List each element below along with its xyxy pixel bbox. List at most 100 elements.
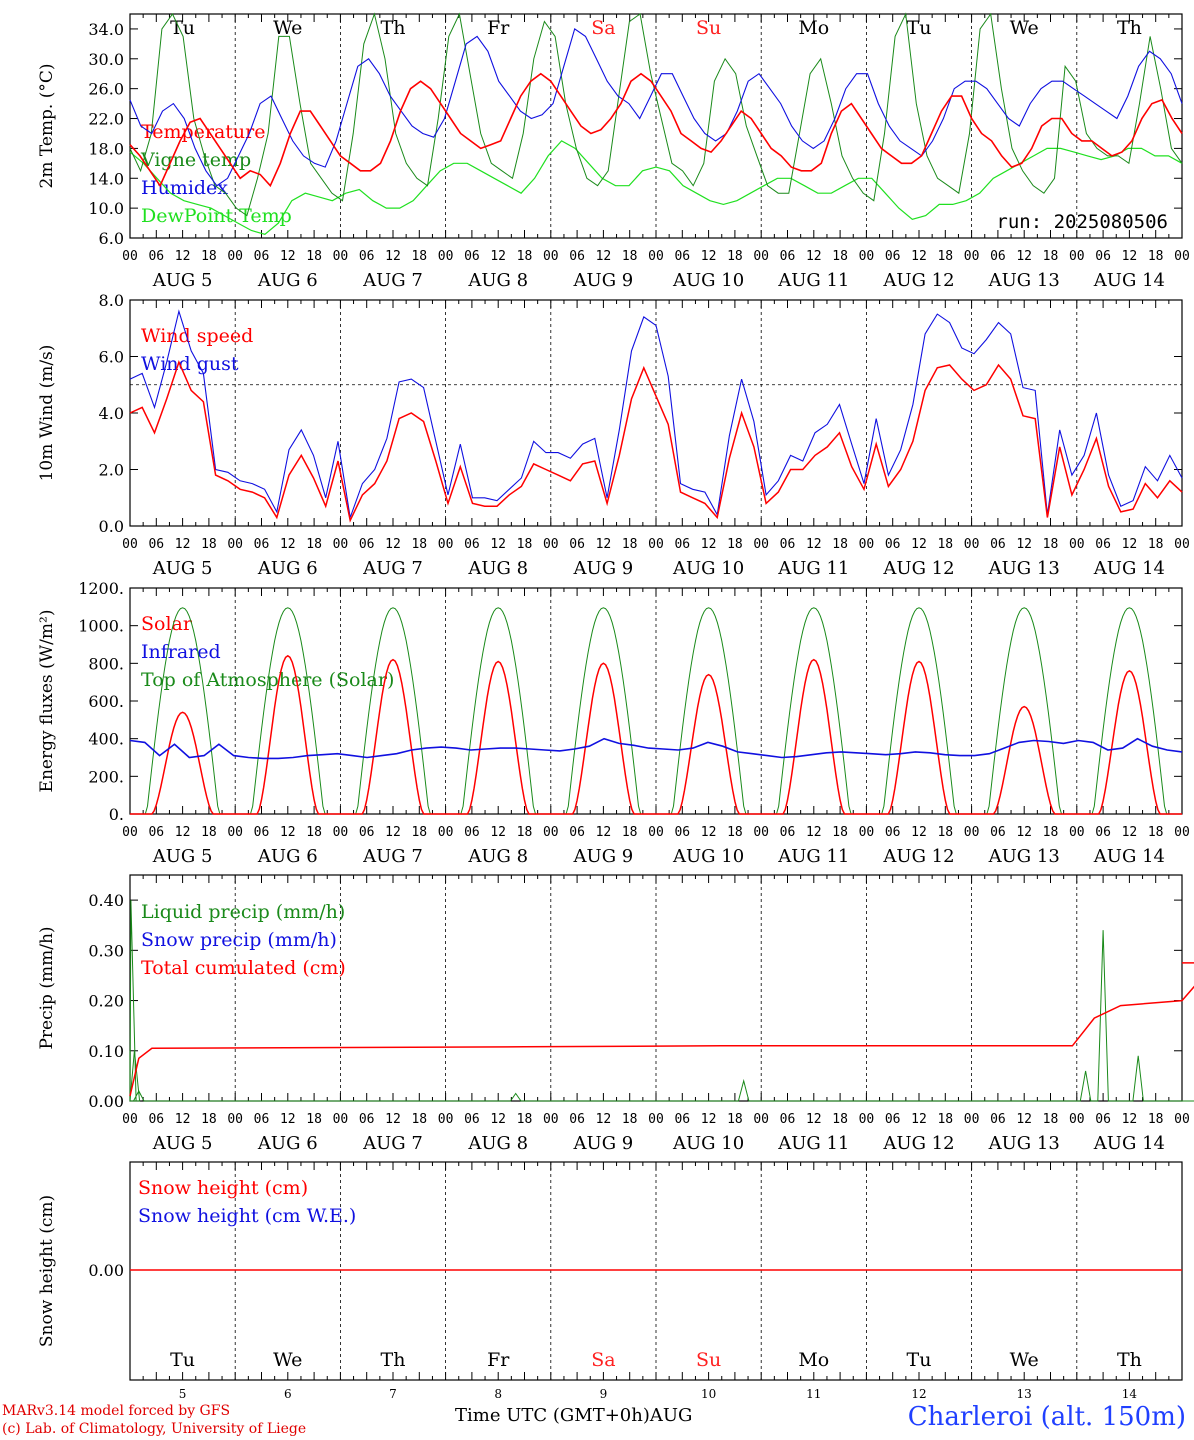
hour-label: 18 <box>937 249 953 264</box>
y-axis-label: 10m Wind (m/s) <box>37 345 57 482</box>
date-label: AUG 5 <box>152 846 213 867</box>
hour-label: 06 <box>1095 1112 1111 1127</box>
date-label: AUG 9 <box>573 846 634 867</box>
date-label: AUG 13 <box>988 846 1060 867</box>
hour-label: 12 <box>490 825 506 840</box>
hour-label: 18 <box>1148 537 1164 552</box>
hour-label: 00 <box>753 249 769 264</box>
hour-label: 06 <box>674 249 690 264</box>
y-tick-label: 200. <box>88 767 124 786</box>
hour-label: 06 <box>1095 537 1111 552</box>
hour-label: 12 <box>701 1112 717 1127</box>
date-label: AUG 11 <box>777 270 849 291</box>
solar-line <box>130 654 1182 815</box>
weekday-label: Th <box>381 17 406 39</box>
date-label: AUG 6 <box>257 1133 318 1154</box>
hour-label: 18 <box>937 537 953 552</box>
hour-label: 06 <box>254 537 270 552</box>
hour-label: 06 <box>148 825 164 840</box>
date-label: AUG 13 <box>988 270 1060 291</box>
legend-entry: Temperature <box>141 121 265 143</box>
hour-label: 12 <box>596 825 612 840</box>
hour-label: 18 <box>201 1112 217 1127</box>
hour-label: 18 <box>832 537 848 552</box>
weekday-label-bottom: Tu <box>170 1349 195 1371</box>
hour-label: 00 <box>1069 249 1085 264</box>
legend-entry: Wind gust <box>141 353 239 375</box>
hour-label: 12 <box>1016 825 1032 840</box>
hour-label: 12 <box>175 1112 191 1127</box>
date-label: AUG 8 <box>467 1133 528 1154</box>
hour-label: 06 <box>148 1112 164 1127</box>
hour-label: 18 <box>306 537 322 552</box>
hour-label: 00 <box>859 825 875 840</box>
hour-label: 00 <box>333 249 349 264</box>
hour-label: 06 <box>359 249 375 264</box>
date-label: AUG 13 <box>988 558 1060 579</box>
hour-label: 12 <box>490 537 506 552</box>
hour-label: 18 <box>1043 1112 1059 1127</box>
vigne-temp-line <box>129 12 1183 217</box>
hour-label: 00 <box>543 825 559 840</box>
hour-label: 18 <box>727 537 743 552</box>
hour-label: 18 <box>517 825 533 840</box>
hour-label: 00 <box>333 825 349 840</box>
hour-label: 06 <box>359 537 375 552</box>
hour-label: 00 <box>227 825 243 840</box>
y-tick-label: 10.0 <box>88 199 124 218</box>
hour-label: 12 <box>701 249 717 264</box>
y-tick-label: 2.0 <box>99 461 124 480</box>
legend-entry: Solar <box>141 613 193 635</box>
hour-label: 18 <box>727 249 743 264</box>
hour-label: 12 <box>280 537 296 552</box>
date-label: AUG 7 <box>362 846 423 867</box>
hour-label: 06 <box>254 825 270 840</box>
hour-label: 18 <box>832 825 848 840</box>
hour-label: 06 <box>885 1112 901 1127</box>
hour-label: 18 <box>411 249 427 264</box>
y-tick-label: 0.0 <box>99 517 124 536</box>
hour-label: 12 <box>175 537 191 552</box>
hour-label: 06 <box>569 1112 585 1127</box>
hour-label: 06 <box>885 249 901 264</box>
date-label: AUG 8 <box>467 558 528 579</box>
hour-label: 06 <box>464 537 480 552</box>
date-label: AUG 12 <box>882 846 954 867</box>
model-credit: MARv3.14 model forced by GFS <box>2 1403 231 1419</box>
date-label: AUG 9 <box>573 558 634 579</box>
hour-label: 12 <box>806 825 822 840</box>
hour-label: 12 <box>596 249 612 264</box>
y-tick-label: 30.0 <box>88 50 124 69</box>
hour-label: 18 <box>1148 249 1164 264</box>
legend-entry: Total cumulated (cm) <box>141 957 346 979</box>
weekday-label: Tu <box>907 17 932 39</box>
hour-label: 06 <box>254 249 270 264</box>
legend-entry: Snow precip (mm/h) <box>141 929 337 951</box>
hour-label: 12 <box>596 537 612 552</box>
hour-label: 12 <box>175 249 191 264</box>
hour-label: 18 <box>411 825 427 840</box>
hour-label: 18 <box>727 825 743 840</box>
hour-label: 00 <box>753 537 769 552</box>
hour-label: 18 <box>937 1112 953 1127</box>
hour-label: 12 <box>596 1112 612 1127</box>
day-number-label: 9 <box>600 1387 608 1401</box>
y-tick-label: 8.0 <box>99 291 124 310</box>
weekday-label: We <box>273 17 302 39</box>
hour-label: 06 <box>990 1112 1006 1127</box>
date-label: AUG 12 <box>882 1133 954 1154</box>
hour-label: 12 <box>911 537 927 552</box>
y-axis-label: Precip (mm/h) <box>37 926 57 1049</box>
day-number-label: 8 <box>494 1387 502 1401</box>
date-label: AUG 9 <box>573 270 634 291</box>
weekday-label: Th <box>1117 17 1142 39</box>
y-tick-label: 0.30 <box>88 941 124 960</box>
hour-label: 06 <box>990 249 1006 264</box>
hour-label: 06 <box>885 537 901 552</box>
y-tick-label: 4.0 <box>99 404 124 423</box>
hour-label: 12 <box>1122 537 1138 552</box>
legend-entry: Humidex <box>141 177 228 199</box>
hour-label: 18 <box>832 249 848 264</box>
hour-label: 06 <box>990 825 1006 840</box>
